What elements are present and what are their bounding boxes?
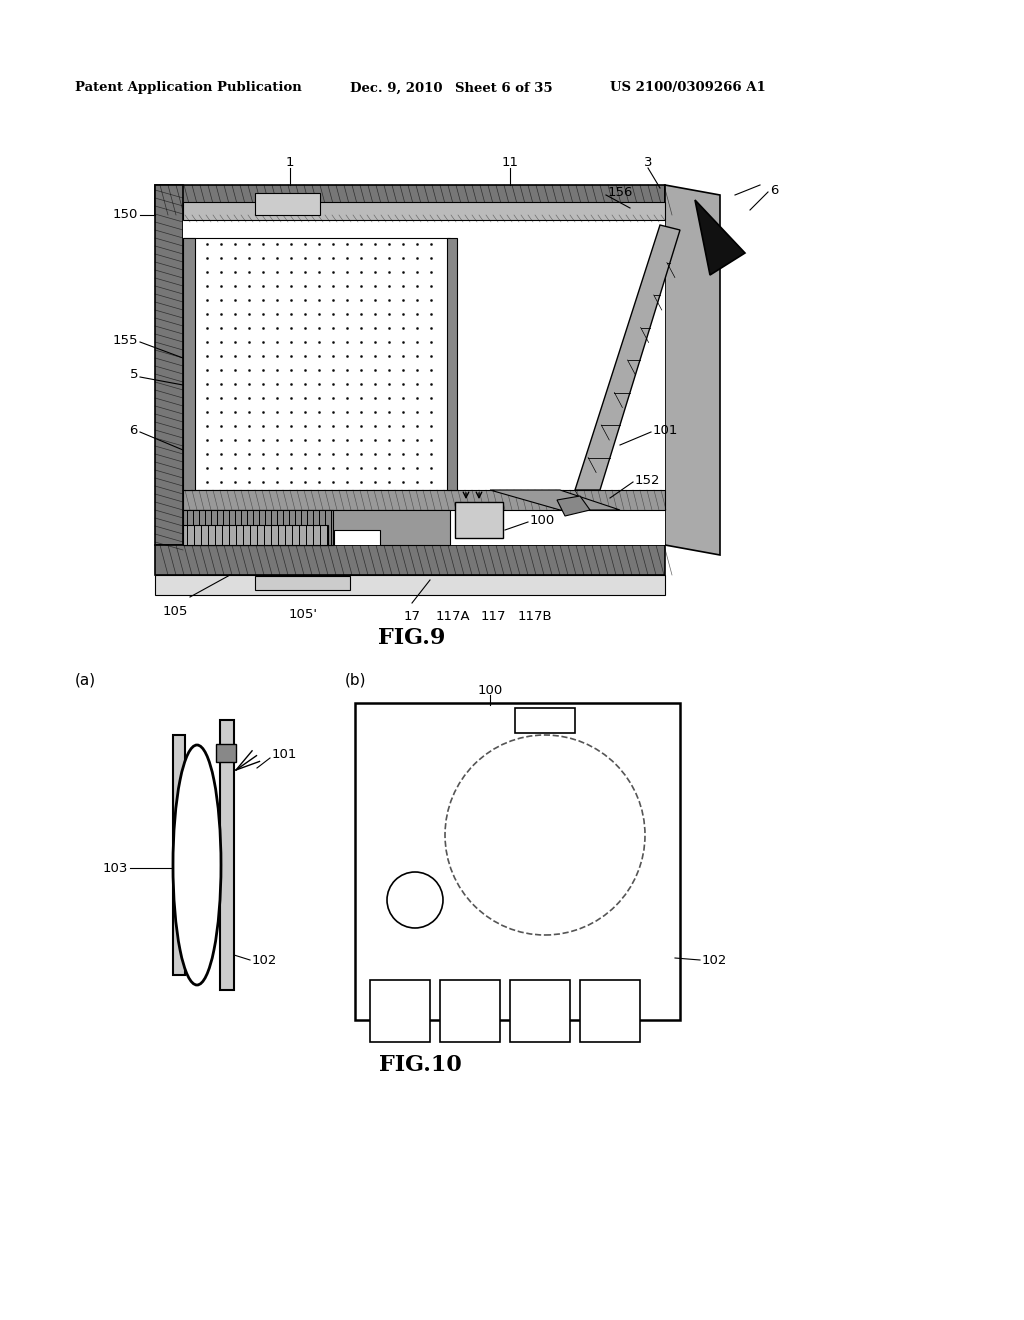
Bar bbox=[440, 979, 500, 1041]
Bar bbox=[220, 719, 234, 990]
Text: 11: 11 bbox=[502, 157, 518, 169]
Bar bbox=[447, 238, 457, 490]
Text: Sheet 6 of 35: Sheet 6 of 35 bbox=[455, 82, 553, 95]
Text: 102: 102 bbox=[252, 953, 278, 966]
Bar bbox=[355, 704, 680, 1020]
Text: 1: 1 bbox=[286, 157, 294, 169]
Text: 100: 100 bbox=[477, 684, 503, 697]
Bar bbox=[155, 185, 665, 215]
Bar bbox=[183, 238, 195, 490]
Bar bbox=[515, 708, 575, 733]
Circle shape bbox=[387, 873, 443, 928]
Bar bbox=[183, 510, 333, 545]
Polygon shape bbox=[695, 201, 745, 275]
Text: 17: 17 bbox=[403, 610, 421, 623]
Bar bbox=[183, 525, 328, 545]
Text: 117: 117 bbox=[480, 610, 506, 623]
Text: 6: 6 bbox=[130, 424, 138, 437]
Text: Dec. 9, 2010: Dec. 9, 2010 bbox=[350, 82, 442, 95]
Bar bbox=[155, 545, 665, 576]
Text: 152: 152 bbox=[635, 474, 660, 487]
Bar bbox=[183, 490, 665, 510]
Bar bbox=[455, 502, 503, 539]
Text: 117B: 117B bbox=[518, 610, 552, 623]
Text: US 2100/0309266 A1: US 2100/0309266 A1 bbox=[610, 82, 766, 95]
Polygon shape bbox=[490, 490, 620, 510]
Text: 117A: 117A bbox=[435, 610, 470, 623]
Text: 103: 103 bbox=[102, 862, 128, 874]
Text: 100: 100 bbox=[530, 513, 555, 527]
Text: 6: 6 bbox=[770, 183, 778, 197]
Bar bbox=[580, 979, 640, 1041]
Text: 5: 5 bbox=[129, 368, 138, 381]
Text: 102: 102 bbox=[702, 953, 727, 966]
Bar bbox=[183, 202, 665, 220]
Text: 105: 105 bbox=[163, 605, 187, 618]
Text: 3: 3 bbox=[644, 157, 652, 169]
Text: 101: 101 bbox=[272, 748, 297, 762]
Text: (a): (a) bbox=[75, 672, 96, 688]
Text: FIG.10: FIG.10 bbox=[379, 1053, 462, 1076]
Polygon shape bbox=[183, 510, 450, 545]
Bar bbox=[255, 576, 350, 590]
Text: 101: 101 bbox=[653, 424, 678, 437]
Bar bbox=[510, 979, 570, 1041]
Bar bbox=[370, 979, 430, 1041]
Bar bbox=[173, 735, 185, 975]
Text: FIG.9: FIG.9 bbox=[378, 627, 445, 649]
Bar bbox=[155, 576, 665, 595]
Bar bbox=[183, 238, 450, 490]
Text: Patent Application Publication: Patent Application Publication bbox=[75, 82, 302, 95]
Text: 155: 155 bbox=[113, 334, 138, 346]
Text: 105': 105' bbox=[289, 609, 317, 620]
Text: 150: 150 bbox=[113, 209, 138, 222]
Bar bbox=[450, 238, 665, 490]
Bar bbox=[255, 193, 319, 215]
Bar bbox=[183, 215, 665, 545]
Polygon shape bbox=[575, 224, 680, 490]
Bar bbox=[216, 744, 236, 762]
Polygon shape bbox=[665, 185, 720, 554]
Circle shape bbox=[445, 735, 645, 935]
Text: 156: 156 bbox=[608, 186, 634, 198]
Polygon shape bbox=[557, 496, 590, 516]
Bar bbox=[155, 185, 183, 545]
Text: (b): (b) bbox=[345, 672, 367, 688]
Ellipse shape bbox=[173, 744, 221, 985]
